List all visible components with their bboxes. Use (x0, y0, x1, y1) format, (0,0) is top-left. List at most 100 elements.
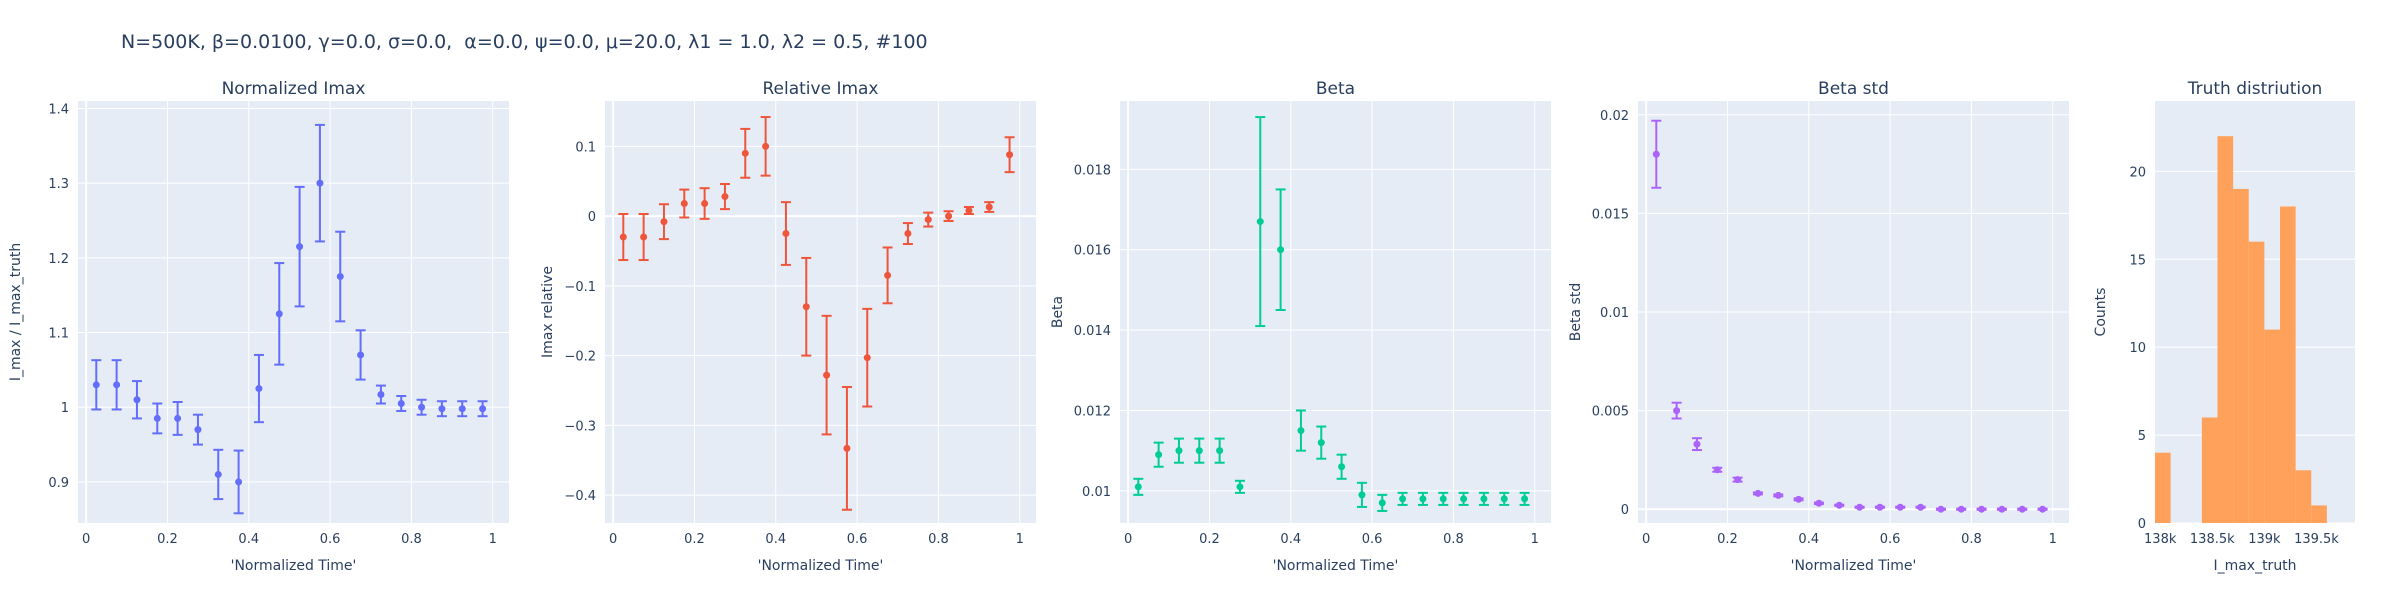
x-tick-label: 139.5k (2294, 532, 2339, 547)
data-point (1754, 489, 1762, 497)
y-tick-label: 0.016 (1074, 244, 1111, 259)
data-point (1419, 495, 1427, 503)
y-axis-label: Beta std (1568, 283, 1584, 341)
data-point (863, 354, 871, 362)
data-point (924, 216, 932, 224)
plot-area (1120, 101, 1551, 523)
data-point (680, 200, 688, 208)
data-point (133, 396, 141, 404)
data-point (1521, 495, 1529, 503)
x-tick-label: 0.4 (1798, 532, 1819, 547)
data-point (296, 243, 304, 251)
data-point (701, 200, 709, 208)
y-tick-label: 0.01 (1082, 485, 1111, 500)
data-point (377, 391, 385, 399)
data-point (397, 399, 405, 407)
data-point (1673, 407, 1681, 415)
chart-panel-2: −0.4 −0.3 −0.2 −0.1 0 0.1 0 0.2 0.4 0.6 0.8 1 Relati… (540, 79, 1036, 574)
data-point (1937, 505, 1945, 513)
data-point (1155, 451, 1163, 459)
data-point (2018, 505, 2026, 513)
data-point (1195, 447, 1203, 455)
data-point (1216, 447, 1224, 455)
data-point (1460, 495, 1468, 503)
x-tick-label: 0 (82, 532, 90, 547)
data-point (174, 414, 182, 422)
y-tick-label: 0.02 (1600, 109, 1629, 124)
x-axis-label: 'Normalized Time' (231, 558, 357, 574)
data-point (255, 385, 263, 393)
data-point (458, 405, 466, 413)
data-point (1734, 476, 1742, 484)
y-axis-label: Beta (1050, 296, 1066, 328)
x-tick-label: 0.6 (847, 532, 868, 547)
figure-suptitle: N=500K, β=0.0100, γ=0.0, σ=0.0, α=0.0, ψ… (121, 31, 928, 53)
y-tick-label: 0.012 (1074, 404, 1111, 419)
y-tick-label: −0.1 (564, 280, 596, 295)
data-point (1998, 505, 2006, 513)
data-point (1006, 151, 1014, 159)
data-point (418, 403, 426, 411)
data-point (1277, 246, 1285, 254)
data-point (904, 230, 912, 238)
y-tick-label: 1.2 (48, 252, 69, 267)
data-point (884, 271, 892, 279)
x-tick-label: 0.8 (928, 532, 949, 547)
histogram-bar (2280, 206, 2296, 523)
data-point (1835, 501, 1843, 509)
data-point (153, 414, 161, 422)
plot-area (605, 101, 1036, 523)
x-tick-label: 0.8 (401, 532, 422, 547)
y-axis-label: Counts (2093, 288, 2109, 337)
histogram-bar (2217, 136, 2234, 523)
x-tick-label: 0.2 (1717, 532, 1738, 547)
data-point (275, 310, 283, 318)
data-point (1693, 440, 1701, 448)
x-tick-label: 0.2 (157, 532, 178, 547)
data-point (214, 470, 222, 478)
y-tick-label: 20 (2129, 165, 2146, 180)
y-axis-label: I_max / I_max_truth (8, 243, 24, 381)
data-point (194, 426, 202, 434)
x-tick-label: 138.5k (2190, 532, 2235, 547)
data-point (316, 179, 324, 187)
data-point (113, 381, 121, 389)
y-tick-label: −0.3 (564, 419, 596, 434)
data-point (843, 444, 851, 452)
histogram-bar (2233, 188, 2249, 523)
data-point (762, 142, 770, 150)
x-axis-label: I_max_truth (2213, 558, 2296, 574)
data-point (782, 230, 790, 238)
data-point (479, 405, 487, 413)
x-tick-label: 0.6 (320, 532, 341, 547)
x-tick-label: 0.2 (684, 532, 705, 547)
x-tick-label: 1 (489, 532, 497, 547)
data-point (1957, 505, 1965, 513)
y-tick-label: 0.9 (48, 476, 69, 491)
x-tick-label: 0.6 (1880, 532, 1901, 547)
x-tick-label: 0.8 (1443, 532, 1464, 547)
chart-panel-3: 0.01 0.012 0.014 0.016 0.018 0 0.2 0.4 0.6 0.8 1 Be… (1050, 79, 1551, 574)
x-tick-label: 0 (1124, 532, 1132, 547)
y-tick-label: 0.1 (575, 140, 596, 155)
y-tick-label: 0 (2138, 517, 2146, 532)
chart-title: Beta (1316, 79, 1355, 99)
data-point (619, 233, 627, 241)
x-tick-label: 0.2 (1199, 532, 1220, 547)
x-tick-label: 138k (2144, 532, 2177, 547)
data-point (92, 381, 100, 389)
data-point (1815, 499, 1823, 507)
x-tick-label: 1 (1531, 532, 1539, 547)
histogram-bar (2311, 505, 2327, 523)
data-point (823, 371, 831, 379)
x-tick-label: 0.8 (1961, 532, 1982, 547)
chart-title: Relative Imax (762, 79, 878, 99)
data-point (1317, 439, 1325, 447)
data-point (965, 207, 973, 215)
data-point (1297, 427, 1305, 435)
x-tick-label: 139k (2248, 532, 2281, 547)
data-point (741, 149, 749, 157)
data-point (985, 203, 993, 211)
y-tick-label: 0 (588, 210, 596, 225)
